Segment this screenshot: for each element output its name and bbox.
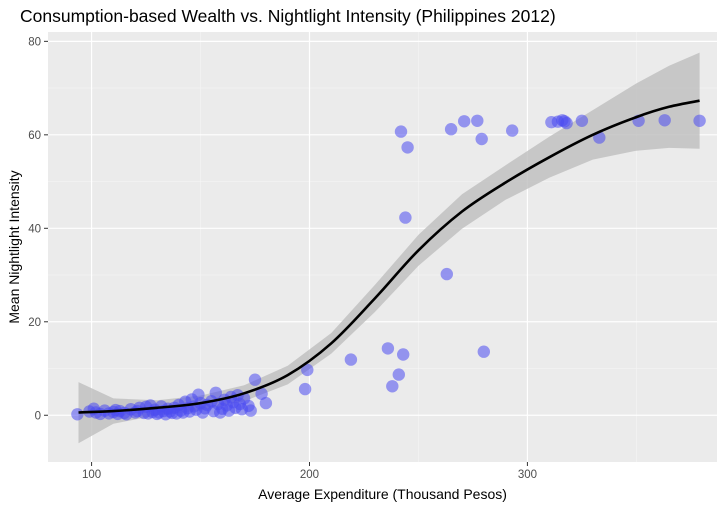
x-tick-label: 300 [518,469,537,481]
data-point [560,116,573,130]
smooth-curve [78,99,700,414]
data-point [401,141,414,154]
data-point [475,132,488,146]
y-axis-title: Mean Nightlight Intensity [6,170,22,323]
data-point [209,386,222,399]
data-point [381,342,395,355]
x-tick-label: 200 [300,469,319,481]
x-axis-title: Average Expenditure (Thousand Pesos) [258,486,507,502]
data-point [344,353,358,366]
y-tick-label: 20 [28,317,41,329]
data-point [399,211,412,224]
x-tick-label: 100 [82,469,101,481]
data-point [440,267,453,281]
data-point [575,114,589,128]
y-tick-label: 0 [35,410,41,422]
data-point [658,114,671,127]
y-tick-label: 80 [28,36,41,48]
y-tick-label: 40 [28,223,41,235]
data-point [248,373,262,386]
data-point [471,114,484,128]
data-point [298,382,312,396]
data-point [458,115,471,128]
data-point [693,114,706,128]
data-point [71,408,84,421]
data-point [477,345,490,358]
data-point [244,404,257,417]
y-tick-label: 60 [28,130,41,142]
data-point [506,124,519,137]
confidence-ribbon-layer [78,52,700,444]
data-point [386,380,399,393]
axis-ticks: 100 200 300 0 20 40 60 80 [28,36,537,481]
data-point [397,348,410,361]
confidence-ribbon [78,52,700,444]
data-point [255,387,268,400]
smooth-curve-layer [78,99,700,414]
data-point [392,368,405,381]
chart-title: Consumption-based Wealth vs. Nightlight … [20,6,556,26]
data-point [301,363,314,377]
data-point [259,396,273,410]
data-point [394,125,408,138]
data-point [444,123,458,136]
